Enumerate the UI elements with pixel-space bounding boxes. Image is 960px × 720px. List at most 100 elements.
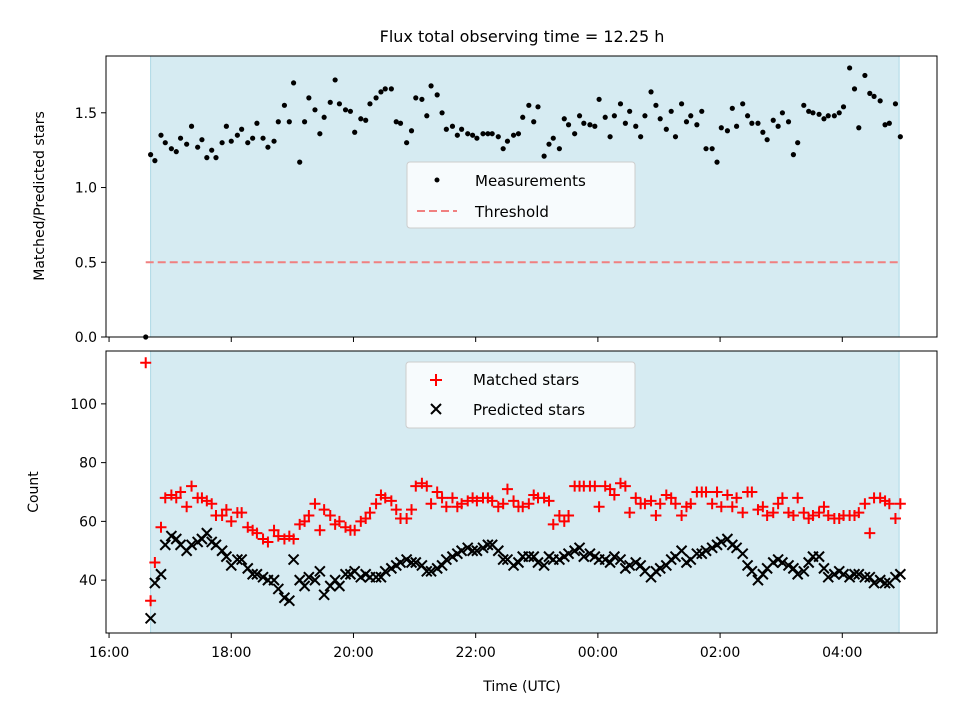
measurement-point [489, 131, 495, 137]
predicted-star-point [798, 565, 810, 578]
measurement-point [607, 134, 613, 140]
matched-star-point [497, 498, 509, 510]
measurement-point [504, 138, 511, 144]
matched-star-point [324, 510, 336, 521]
measurement-point [770, 117, 776, 123]
measurement-point [367, 101, 373, 107]
measurement-point [177, 135, 184, 141]
predicted-star-point [333, 580, 346, 592]
measurement-point [413, 95, 419, 101]
predicted-star-point [614, 553, 627, 566]
measurement-point [587, 122, 593, 128]
matched-star-point [206, 498, 218, 510]
matched-star-point [619, 480, 631, 492]
measurement-point [897, 134, 903, 140]
matched-star-point [563, 510, 575, 521]
predicted-star-point [309, 574, 321, 586]
measurement-point [148, 152, 154, 158]
top-y-label: Matched/Predicted stars [32, 111, 48, 281]
matched-star-point [216, 510, 228, 521]
measurement-point [250, 135, 256, 141]
chart-title: Flux total observing time = 12.25 h [380, 27, 665, 46]
y-tick-label: 100 [70, 397, 97, 413]
matched-star-point [262, 536, 274, 548]
matched-star-point [268, 524, 280, 536]
measurement-point [810, 110, 816, 116]
predicted-star-point [144, 612, 157, 625]
bottom-legend-box [405, 361, 636, 429]
legend-measurements-label: Measurements [475, 172, 586, 190]
matched-star-point [859, 498, 871, 510]
matched-star-point [593, 501, 605, 513]
predicted-star-point [268, 574, 280, 586]
measurement-point [867, 90, 873, 96]
matched-star-point [225, 515, 237, 527]
predicted-star-point [523, 550, 535, 563]
measurement-point [520, 114, 526, 120]
predicted-star-point [787, 562, 800, 575]
measurement-point [546, 141, 552, 147]
predicted-star-point [185, 539, 198, 551]
measurement-point [424, 113, 430, 119]
matched-star-point [309, 498, 321, 510]
predicted-star-point [868, 577, 880, 589]
measurement-point [821, 116, 827, 122]
predicted-star-point [231, 553, 244, 566]
predicted-star-point [757, 568, 769, 580]
matched-star-point [776, 492, 788, 504]
predicted-star-point [440, 553, 453, 566]
measurement-point [688, 113, 694, 119]
measurement-point [611, 113, 617, 119]
matched-star-point [170, 492, 182, 504]
predicted-star-point [159, 539, 171, 551]
predicted-star-point [691, 547, 703, 560]
legend-measurements-marker [434, 177, 440, 183]
predicted-star-point [216, 545, 228, 557]
measurement-point [836, 110, 842, 116]
measurement-point [290, 80, 297, 86]
matched-star-point [665, 492, 677, 504]
matched-star-point [818, 501, 830, 513]
matched-star-point [364, 507, 376, 519]
predicted-star-point [421, 565, 433, 578]
predicted-star-point [776, 556, 789, 569]
measurement-point [851, 86, 858, 92]
top-y-axis: 0.0 0.5 1.0 1.5 [75, 106, 106, 346]
measurement-point [856, 125, 862, 131]
matched-star-point [523, 498, 535, 510]
y-tick-label: 0.0 [75, 330, 97, 346]
matched-star-point [608, 489, 620, 501]
measurement-point [699, 108, 705, 114]
measurement-point [449, 123, 456, 129]
measurement-point [188, 123, 195, 129]
predicted-star-point [425, 565, 437, 578]
measurement-point [480, 131, 486, 137]
measurement-point [275, 119, 281, 125]
bottom-axes-frame [105, 350, 938, 634]
matched-star-point [853, 507, 865, 519]
matched-star-point [889, 512, 901, 524]
predicted-star-point [578, 550, 590, 563]
matched-star-point [406, 504, 418, 516]
measurement-point [327, 99, 333, 105]
measurement-point [596, 96, 602, 102]
matched-star-point [767, 507, 779, 519]
measurement-point [749, 120, 755, 126]
measurement-point [718, 125, 724, 131]
matched-star-point [186, 480, 198, 492]
measurement-point [755, 120, 761, 126]
measurement-point [397, 120, 404, 126]
measurement-point [877, 98, 883, 104]
matched-star-point [715, 501, 727, 513]
measurement-point [306, 95, 312, 101]
matched-star-point [711, 486, 723, 498]
measurement-point [840, 104, 847, 110]
measurement-point [173, 149, 179, 155]
measurement-point [500, 146, 506, 152]
top-panel: 0.0 0.5 1.0 1.5 Matched/Predicted stars Mea… [32, 55, 938, 346]
matched-star-point [807, 510, 819, 521]
matched-star-point [140, 357, 152, 369]
measurement-point [816, 111, 822, 117]
measurement-point [733, 123, 740, 129]
matched-star-point [236, 507, 248, 519]
